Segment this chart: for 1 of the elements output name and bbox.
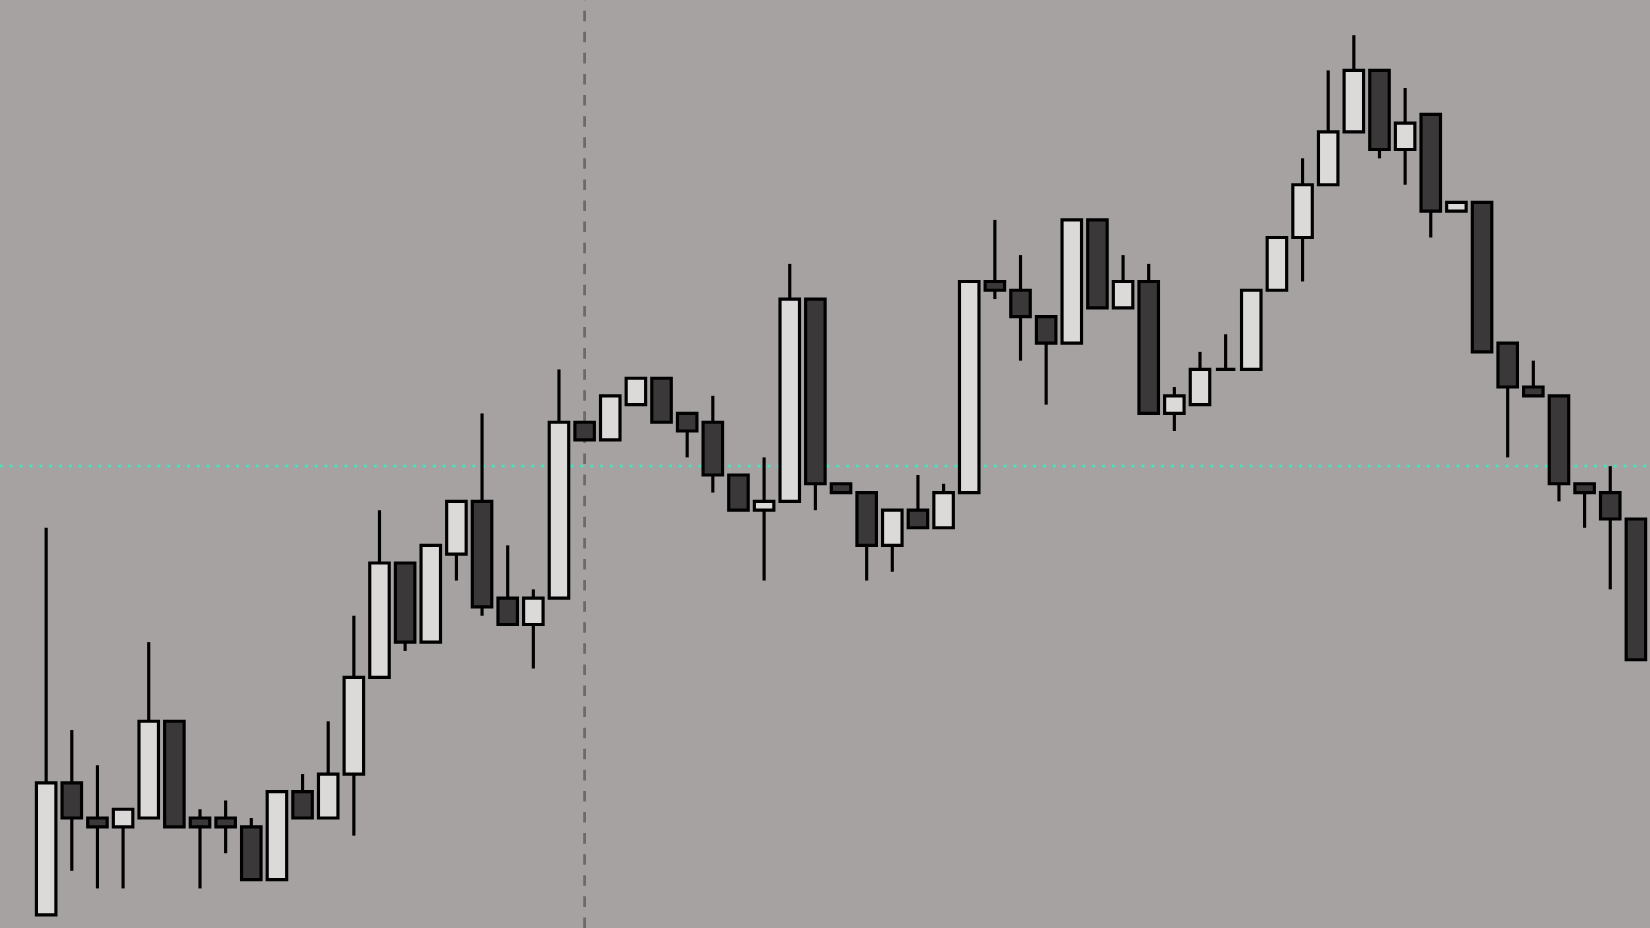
candlestick — [1214, 332, 1237, 372]
